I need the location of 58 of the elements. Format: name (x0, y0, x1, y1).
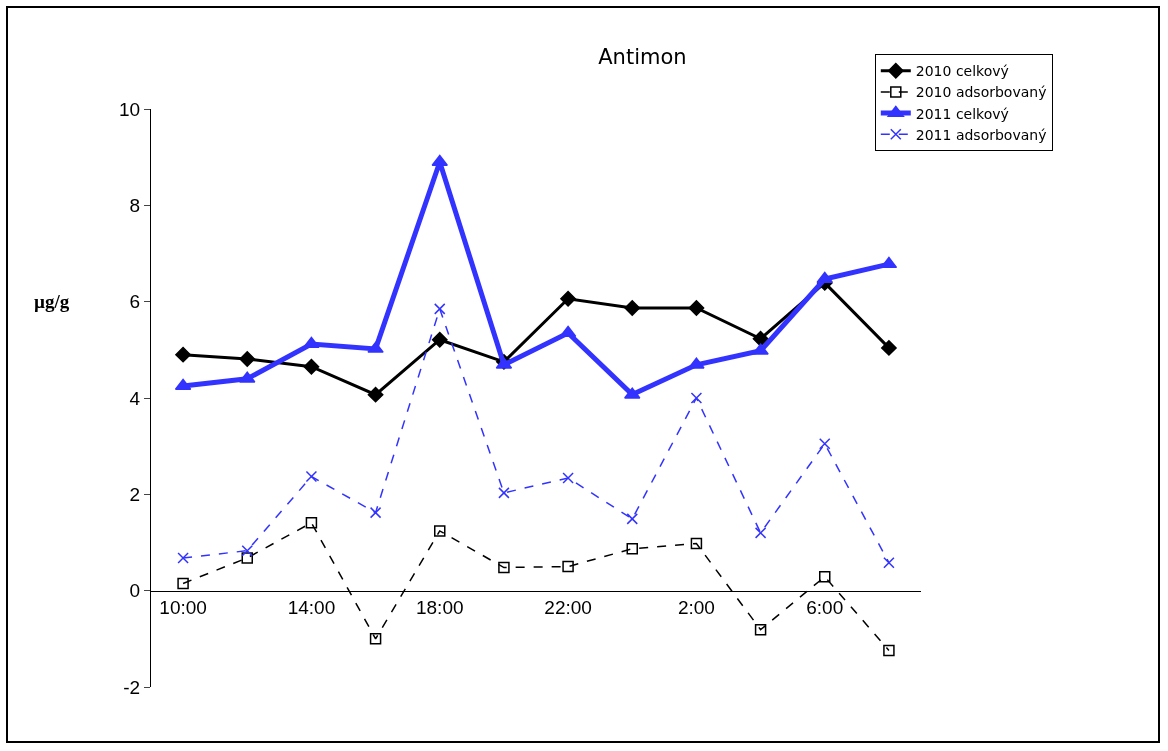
y-tick-label: 4 (129, 387, 141, 409)
point (431, 331, 448, 348)
point (881, 340, 897, 356)
x-tick-label: 10:00 (159, 597, 207, 619)
point (303, 336, 320, 349)
y-tick-label: 6 (129, 291, 141, 313)
x-tick-label: 14:00 (287, 597, 336, 619)
point (688, 357, 705, 369)
point (626, 543, 638, 555)
x-tick-label: 18:00 (415, 597, 464, 619)
y-tick-label: -2 (123, 676, 141, 698)
y-tick-label: 10 (119, 98, 141, 120)
point (562, 472, 574, 484)
point (239, 351, 256, 367)
point (241, 552, 253, 564)
point (690, 537, 703, 550)
point (434, 525, 446, 537)
chart-title: Antimon (598, 44, 687, 69)
point (434, 303, 446, 315)
point (303, 358, 320, 375)
y-tick-label: 8 (129, 194, 141, 216)
point (690, 392, 703, 404)
point (752, 330, 769, 347)
y-tick-label: 0 (129, 580, 141, 602)
point (498, 561, 510, 574)
point (562, 560, 574, 573)
point (367, 341, 384, 353)
x-tick-label: 6:00 (806, 597, 844, 619)
legend-label: 2011 celkový (915, 105, 1009, 122)
point (175, 346, 191, 363)
point (367, 386, 384, 403)
point (819, 438, 831, 450)
point (752, 343, 769, 355)
point (177, 552, 189, 564)
x-tick-label: 22:00 (544, 597, 592, 619)
point (819, 570, 831, 583)
point (688, 300, 705, 316)
point (816, 271, 834, 284)
point (369, 506, 382, 519)
point (883, 644, 895, 657)
x-tick-label: 2:00 (677, 597, 715, 619)
point (626, 513, 638, 525)
legend-label: 2011 adsorbovaný (915, 126, 1047, 143)
point (883, 556, 895, 569)
point (305, 517, 318, 529)
point (305, 470, 318, 483)
point (754, 527, 767, 539)
point (369, 633, 382, 645)
legend-label: 2010 celkový (915, 63, 1009, 80)
point (624, 300, 641, 316)
point (241, 544, 253, 557)
point (498, 487, 510, 499)
legend-label: 2010 adsorbovaný (915, 84, 1047, 101)
y-tick-label: 2 (129, 483, 141, 505)
point (754, 623, 767, 636)
y-axis-title: µg/g (34, 291, 70, 312)
point (560, 290, 576, 307)
point (177, 577, 189, 590)
